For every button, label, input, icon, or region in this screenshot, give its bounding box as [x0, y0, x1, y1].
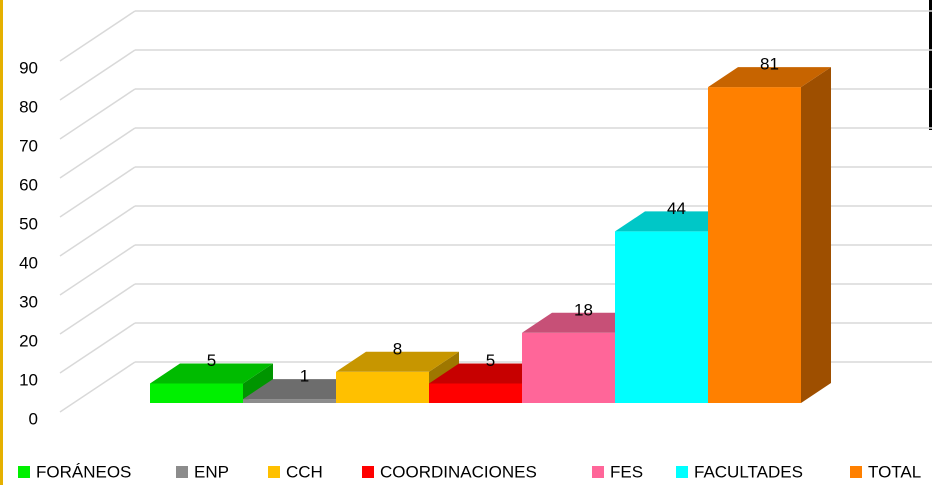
y-tick-label: 30	[19, 292, 38, 311]
bar-top	[522, 312, 645, 333]
legend-label: CCH	[286, 462, 323, 481]
grid-diagonal	[59, 10, 136, 62]
legend-swatch	[592, 466, 604, 478]
grid-diagonal	[59, 205, 136, 257]
bar	[522, 332, 615, 403]
y-tick-label: 60	[19, 175, 38, 194]
legend-swatch	[362, 466, 374, 478]
grid-diagonal	[59, 127, 136, 179]
bar-side	[801, 67, 831, 403]
legend-label: COORDINACIONES	[380, 462, 537, 481]
legend-swatch	[176, 466, 188, 478]
grid-diagonal	[59, 49, 136, 101]
right-edge	[929, 0, 932, 130]
y-tick-label: 90	[19, 58, 38, 77]
data-label: 18	[574, 300, 593, 319]
y-tick-label: 80	[19, 97, 38, 116]
grid-diagonal	[59, 361, 136, 413]
y-tick-label: 50	[19, 214, 38, 233]
grid-diagonal	[59, 322, 136, 374]
bar-top	[150, 363, 273, 384]
y-tick-label: 0	[29, 409, 38, 428]
data-label: 44	[667, 199, 686, 218]
legend-swatch	[850, 466, 862, 478]
legend-swatch	[676, 466, 688, 478]
data-label: 5	[207, 351, 216, 370]
bar	[615, 231, 708, 403]
bar	[243, 399, 336, 403]
legend-label: FORÁNEOS	[36, 462, 131, 481]
left-border	[0, 0, 3, 485]
legend-label: ENP	[194, 462, 229, 481]
bar	[336, 371, 429, 403]
bar-top	[615, 211, 738, 232]
bar-side	[243, 363, 273, 403]
bar	[429, 383, 522, 403]
legend-label: FACULTADES	[694, 462, 803, 481]
bar-top	[243, 379, 366, 400]
grid-diagonal	[59, 166, 136, 218]
data-label: 81	[760, 55, 779, 74]
legend-label: TOTAL	[868, 462, 921, 481]
legend-swatch	[18, 466, 30, 478]
bar-top	[708, 67, 831, 88]
grid-diagonal	[59, 244, 136, 296]
data-label: 1	[300, 367, 309, 386]
bar-top	[429, 363, 552, 384]
bar-top	[336, 351, 459, 372]
legend-swatch	[268, 466, 280, 478]
bar	[708, 87, 801, 403]
bar	[150, 383, 243, 403]
y-tick-label: 40	[19, 253, 38, 272]
y-tick-label: 70	[19, 136, 38, 155]
grid-diagonal	[59, 88, 136, 140]
data-label: 5	[486, 351, 495, 370]
legend-label: FES	[610, 462, 643, 481]
data-label: 8	[393, 339, 402, 358]
y-tick-label: 10	[19, 370, 38, 389]
y-tick-label: 20	[19, 331, 38, 350]
grid-diagonal	[59, 283, 136, 335]
